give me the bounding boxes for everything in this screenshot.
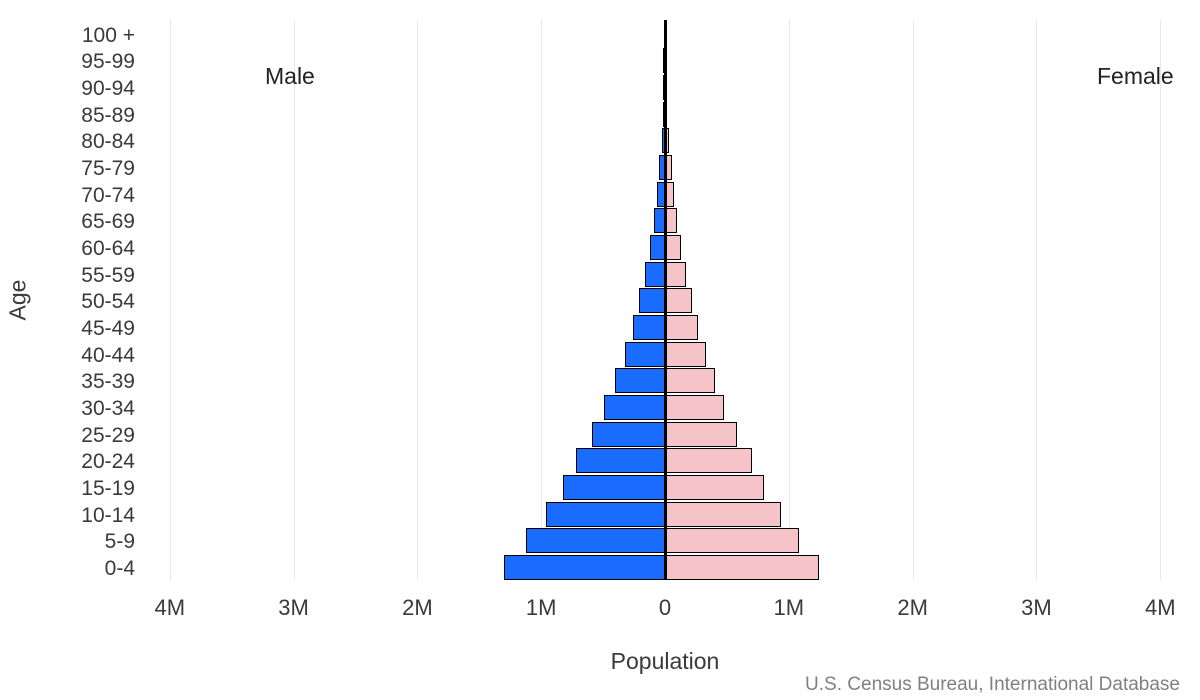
female-bar [665, 235, 681, 260]
male-bar [639, 288, 665, 313]
age-group-label: 25-29 [0, 425, 135, 446]
age-group-label: 15-19 [0, 478, 135, 499]
male-bar [615, 368, 665, 393]
population-pyramid-chart: Age 0-45-910-1415-1920-2425-2930-3435-39… [0, 0, 1200, 700]
age-axis-labels: 0-4 5-9 10-14 15-19 20-24 25-29 30-34 35-39 40-4… [0, 20, 135, 580]
age-group-label: 0-4 [0, 558, 135, 579]
x-tick-label: 4M [154, 595, 185, 621]
female-bar [665, 422, 737, 447]
plot-area [145, 20, 1185, 580]
age-group-label: 30-34 [0, 398, 135, 419]
male-bar [592, 422, 665, 447]
age-group-label: 35-39 [0, 371, 135, 392]
female-bar [665, 315, 698, 340]
female-bar [665, 342, 706, 367]
gridline [541, 20, 542, 580]
age-group-label: 70-74 [0, 185, 135, 206]
age-group-label: 55-59 [0, 265, 135, 286]
female-series-label: Female [1097, 63, 1174, 90]
x-tick-label: 3M [1021, 595, 1052, 621]
female-bar [665, 475, 764, 500]
gridline [1036, 20, 1037, 580]
gridline [913, 20, 914, 580]
female-bar [665, 368, 715, 393]
female-bar [665, 208, 677, 233]
age-group-label: 80-84 [0, 131, 135, 152]
female-bar [665, 502, 781, 527]
female-bar [665, 288, 692, 313]
male-bar [563, 475, 665, 500]
age-group-label: 65-69 [0, 211, 135, 232]
age-group-label: 45-49 [0, 318, 135, 339]
x-tick-label: 1M [526, 595, 557, 621]
gridline [294, 20, 295, 580]
male-series-label: Male [265, 63, 315, 90]
gridline [170, 20, 171, 580]
age-group-label: 85-89 [0, 105, 135, 126]
age-group-label: 5-9 [0, 531, 135, 552]
gridline [417, 20, 418, 580]
age-group-label: 100 + [0, 25, 135, 46]
gridline [1160, 20, 1161, 580]
female-bar [665, 555, 819, 580]
male-bar [604, 395, 665, 420]
gridline [789, 20, 790, 580]
center-axis-line [664, 20, 667, 580]
age-group-label: 75-79 [0, 158, 135, 179]
age-group-label: 40-44 [0, 345, 135, 366]
x-tick-label: 3M [278, 595, 309, 621]
female-bar [665, 262, 686, 287]
female-bar [665, 395, 724, 420]
female-bar [665, 528, 799, 553]
male-bar [546, 502, 665, 527]
male-bar [625, 342, 665, 367]
x-tick-label: 2M [402, 595, 433, 621]
male-bar [526, 528, 665, 553]
male-bar [645, 262, 665, 287]
x-tick-label: 0 [659, 595, 671, 621]
age-group-label: 95-99 [0, 51, 135, 72]
age-group-label: 60-64 [0, 238, 135, 259]
male-bar [576, 448, 665, 473]
x-tick-label: 4M [1145, 595, 1176, 621]
male-bar [504, 555, 665, 580]
female-bar [665, 448, 752, 473]
source-attribution: U.S. Census Bureau, International Databa… [805, 674, 1180, 696]
x-tick-label: 1M [774, 595, 805, 621]
age-group-label: 20-24 [0, 451, 135, 472]
x-axis-title: Population [611, 648, 720, 675]
age-group-label: 50-54 [0, 291, 135, 312]
x-tick-label: 2M [897, 595, 928, 621]
age-group-label: 90-94 [0, 78, 135, 99]
male-bar [633, 315, 665, 340]
age-group-label: 10-14 [0, 505, 135, 526]
x-axis-tick-labels: 4M 3M 2M 1M 0 1M 2M 3M 4M [145, 595, 1185, 625]
